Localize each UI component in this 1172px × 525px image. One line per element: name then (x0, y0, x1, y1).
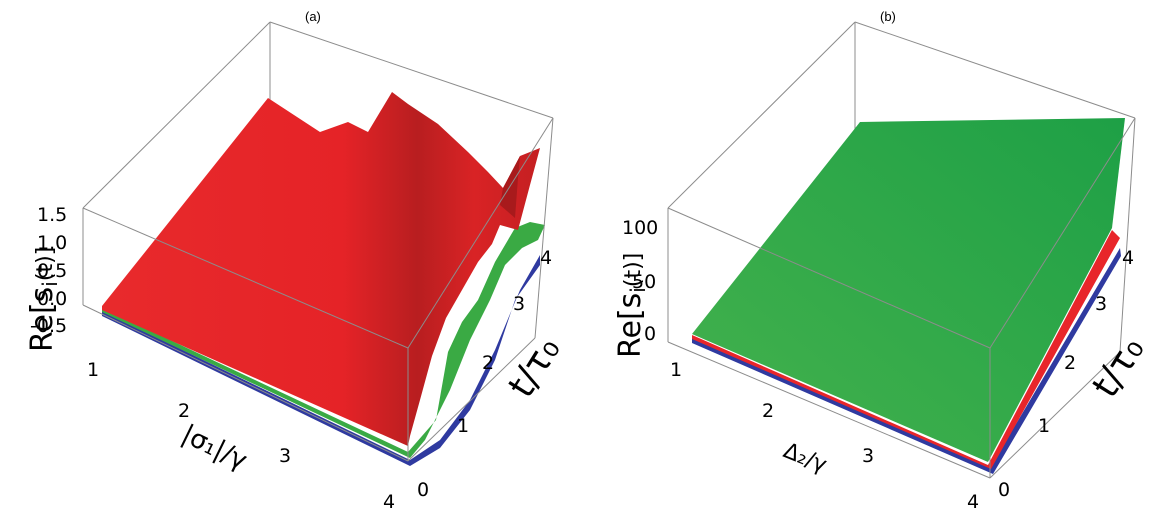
panel-a-box-front (82, 117, 554, 462)
panel-b-ytick: 2 (1064, 352, 1076, 374)
panel-b-ytick: 0 (998, 479, 1010, 501)
panel-b-tag: (b) (880, 9, 896, 24)
panel-a-ytick: 0 (417, 479, 429, 501)
panel-a-tag: (a) (305, 9, 321, 24)
panel-b-y-ticks: 0 1 2 3 4 (998, 247, 1134, 501)
panel-a-z-ticks: 1.5 1.0 0.5 0.0 -0.5 (30, 204, 67, 337)
panel-b-ztick: 50 (632, 271, 656, 293)
panel-b-z-ticks: 100 50 0 (622, 217, 658, 345)
panel-a: (a) 1.5 1.0 0.5 0.0 -0.5 (25, 9, 569, 513)
panel-a-ytick: 1 (457, 415, 469, 437)
panel-a-x-label: |σ₁|/γ (177, 419, 252, 476)
panel-a-ztick: 0.5 (37, 260, 67, 282)
panel-b-xtick: 2 (762, 400, 774, 422)
panel-a-box-back (82, 21, 554, 305)
panel-a-z-label: Re[si(t)] (25, 247, 62, 352)
panel-b-y-label: t/τ₀ (1085, 330, 1153, 405)
panel-a-xtick: 4 (383, 491, 395, 513)
panel-a-ztick: 1.5 (37, 204, 67, 226)
panel-a-ztick: -0.5 (30, 315, 67, 337)
panel-b-xtick: 4 (967, 491, 979, 513)
panel-b-x-label: Δ₂/γ (780, 438, 830, 478)
panel-a-y-ticks: 0 1 2 3 4 (417, 247, 552, 501)
panel-b-series-green (692, 118, 1125, 462)
panel-a-ytick: 2 (482, 352, 494, 374)
panel-b-box-back (667, 21, 1136, 342)
panel-a-ztick: 1.0 (37, 232, 67, 254)
panel-a-series-green (102, 222, 545, 458)
panel-a-ytick: 3 (513, 293, 525, 315)
panel-b-ztick: 100 (622, 217, 658, 239)
panel-b-xtick: 1 (670, 359, 682, 381)
panel-a-xtick: 3 (279, 445, 291, 467)
panel-a-y-label: t/τ₀ (501, 330, 569, 405)
panel-b-box-front (667, 117, 1136, 479)
panel-a-xtick: 2 (178, 400, 190, 422)
panel-b-ytick: 1 (1038, 415, 1050, 437)
panel-b-xtick: 3 (862, 445, 874, 467)
panel-b-ztick: 0 (644, 323, 656, 345)
panel-b-ytick: 4 (1122, 247, 1134, 269)
panel-b-ytick: 3 (1095, 293, 1107, 315)
panel-b-z-label: Re[si(t)] (613, 253, 650, 358)
panel-a-ytick: 4 (540, 247, 552, 269)
panel-a-x-ticks: 1 2 3 4 (87, 359, 395, 513)
panel-a-ztick: 0.0 (37, 288, 67, 310)
panel-b: (b) 100 50 0 Re[si(t)] 1 2 3 (613, 9, 1153, 513)
panel-a-series-red (102, 92, 540, 446)
panel-b-x-ticks: 1 2 3 4 (670, 359, 979, 513)
panel-a-xtick: 1 (87, 359, 99, 381)
